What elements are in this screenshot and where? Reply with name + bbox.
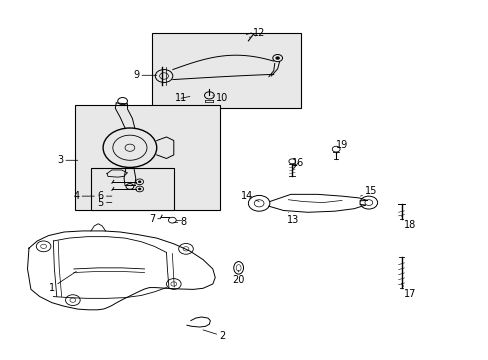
Text: 2: 2 bbox=[203, 330, 225, 341]
Text: 3: 3 bbox=[57, 155, 78, 165]
Text: 1: 1 bbox=[49, 271, 76, 293]
Text: 11: 11 bbox=[175, 93, 189, 103]
Text: 4: 4 bbox=[73, 191, 94, 201]
Text: 13: 13 bbox=[286, 212, 299, 225]
Text: 10: 10 bbox=[212, 93, 228, 103]
Circle shape bbox=[138, 188, 141, 190]
Text: 17: 17 bbox=[401, 284, 416, 299]
Text: 14: 14 bbox=[240, 191, 259, 202]
Circle shape bbox=[138, 181, 141, 183]
Text: 19: 19 bbox=[335, 140, 347, 154]
Text: 9: 9 bbox=[133, 70, 157, 80]
Text: 7: 7 bbox=[148, 214, 160, 224]
Text: 6: 6 bbox=[98, 191, 112, 201]
Text: 15: 15 bbox=[360, 186, 377, 197]
Text: 5: 5 bbox=[97, 198, 112, 208]
FancyBboxPatch shape bbox=[91, 168, 173, 211]
Text: 16: 16 bbox=[291, 158, 304, 169]
Circle shape bbox=[275, 57, 279, 59]
Text: 20: 20 bbox=[232, 270, 244, 285]
Text: 18: 18 bbox=[401, 216, 416, 230]
FancyBboxPatch shape bbox=[152, 33, 300, 108]
Text: 8: 8 bbox=[173, 217, 186, 227]
Text: 12: 12 bbox=[249, 28, 265, 38]
FancyBboxPatch shape bbox=[75, 105, 220, 211]
